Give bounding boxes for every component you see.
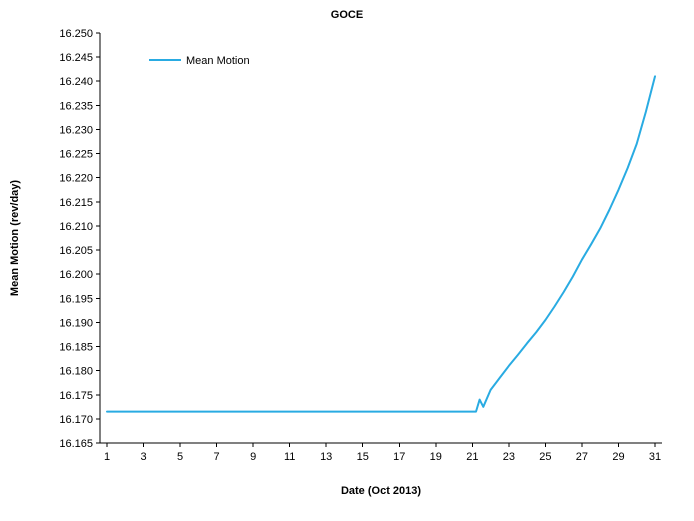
y-tick-label: 16.190 bbox=[59, 317, 93, 329]
legend: Mean Motion bbox=[149, 55, 250, 67]
x-tick-label: 13 bbox=[320, 451, 332, 463]
mean-motion-line bbox=[106, 75, 656, 413]
y-tick-label: 16.200 bbox=[59, 269, 93, 281]
y-tick-label: 16.210 bbox=[59, 221, 93, 233]
x-tick-label: 29 bbox=[612, 451, 624, 463]
y-axis-label: Mean Motion (rev/day) bbox=[9, 180, 21, 296]
y-tick-label: 16.240 bbox=[59, 76, 93, 88]
x-tick-label: 27 bbox=[576, 451, 588, 463]
y-tick-label: 16.195 bbox=[59, 293, 93, 305]
x-tick-label: 11 bbox=[284, 451, 295, 463]
y-tick-label: 16.170 bbox=[59, 414, 93, 426]
x-tick-label: 15 bbox=[357, 451, 369, 463]
x-tick-label: 19 bbox=[430, 451, 442, 463]
series-layer bbox=[106, 75, 656, 413]
x-tick-label: 25 bbox=[539, 451, 551, 463]
y-tick-label: 16.220 bbox=[59, 173, 93, 185]
legend-label: Mean Motion bbox=[186, 55, 250, 67]
y-tick-label: 16.205 bbox=[59, 245, 93, 257]
x-tick-label: 3 bbox=[140, 451, 146, 463]
y-tick-label: 16.165 bbox=[59, 438, 93, 450]
x-axis-label: Date (Oct 2013) bbox=[341, 485, 421, 497]
x-tick-label: 17 bbox=[393, 451, 405, 463]
y-tick-label: 16.180 bbox=[59, 366, 93, 378]
x-tick-label: 21 bbox=[466, 451, 478, 463]
y-tick-label: 16.230 bbox=[59, 124, 93, 136]
x-tick-label: 9 bbox=[250, 451, 256, 463]
axes-layer: 16.165 16.170 16.175 16.180 16.185 16.190 16.1… bbox=[59, 28, 662, 463]
x-tick-label: 5 bbox=[177, 451, 183, 463]
y-tick-label: 16.215 bbox=[59, 197, 93, 209]
y-tick-label: 16.185 bbox=[59, 342, 93, 354]
y-tick-label: 16.245 bbox=[59, 52, 93, 64]
chart-title: GOCE bbox=[331, 9, 363, 21]
x-tick-label: 31 bbox=[649, 451, 661, 463]
y-tick-label: 16.250 bbox=[59, 28, 93, 40]
y-tick-label: 16.225 bbox=[59, 149, 93, 161]
x-tick-label: 7 bbox=[214, 451, 220, 463]
x-tick-label: 1 bbox=[104, 451, 110, 463]
y-tick-label: 16.235 bbox=[59, 100, 93, 112]
y-tick-label: 16.175 bbox=[59, 390, 93, 402]
x-tick-label: 23 bbox=[503, 451, 515, 463]
